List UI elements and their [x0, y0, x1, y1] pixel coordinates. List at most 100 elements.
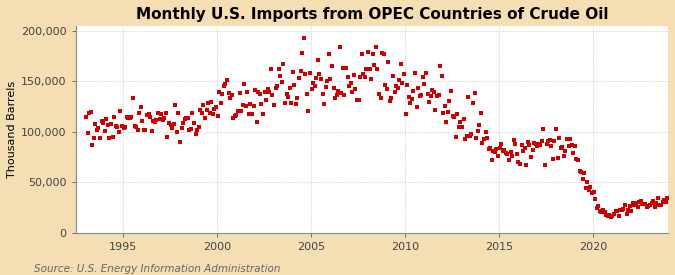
Point [151, 118, 162, 122]
Point [259, 90, 270, 94]
Point [258, 112, 269, 116]
Point [90, 122, 101, 126]
Point [103, 123, 113, 127]
Point [659, 197, 670, 202]
Point [577, 177, 588, 182]
Point [435, 64, 446, 68]
Point [630, 201, 641, 205]
Point [654, 202, 665, 207]
Point [416, 93, 427, 97]
Point [538, 127, 549, 131]
Point [186, 127, 196, 131]
Point [134, 111, 144, 116]
Point [205, 111, 215, 115]
Point [269, 103, 279, 108]
Point [322, 79, 333, 83]
Point [131, 124, 142, 129]
Point [527, 148, 538, 153]
Point [649, 204, 660, 209]
Point [410, 71, 421, 76]
Point [311, 76, 322, 81]
Point [399, 72, 410, 76]
Point [161, 111, 171, 116]
Point [419, 82, 430, 86]
Point [568, 150, 578, 155]
Point [446, 89, 456, 93]
Point [214, 90, 225, 94]
Point [391, 84, 402, 88]
Point [220, 82, 231, 86]
Point [626, 209, 637, 213]
Point [333, 88, 344, 93]
Point [533, 142, 544, 147]
Point [136, 105, 146, 109]
Point [439, 104, 450, 109]
Point [605, 215, 616, 219]
Point [295, 68, 306, 73]
Point [386, 96, 397, 100]
Point [651, 201, 661, 206]
Point [604, 212, 615, 217]
Point [336, 91, 347, 95]
Point [138, 128, 149, 132]
Point [522, 139, 533, 144]
Point [124, 116, 135, 120]
Point [162, 134, 173, 139]
Point [328, 86, 339, 90]
Point [157, 118, 168, 123]
Point [309, 84, 320, 88]
Point [421, 71, 431, 75]
Point [122, 115, 132, 119]
Point [557, 144, 568, 149]
Point [362, 50, 373, 54]
Point [234, 91, 245, 95]
Point [485, 146, 495, 151]
Point [346, 81, 356, 86]
Point [366, 77, 377, 81]
Point [620, 203, 630, 208]
Point [304, 70, 315, 75]
Point [92, 128, 103, 132]
Point [153, 110, 163, 115]
Point [314, 72, 325, 76]
Point [289, 83, 300, 87]
Point [154, 117, 165, 122]
Point [443, 110, 454, 114]
Point [284, 86, 295, 91]
Point [132, 127, 143, 132]
Point [165, 123, 176, 128]
Point [554, 135, 564, 140]
Point [601, 213, 612, 217]
Point [624, 204, 635, 208]
Point [552, 156, 563, 160]
Point [329, 96, 340, 100]
Point [602, 214, 613, 218]
Point [516, 142, 527, 147]
Point [474, 122, 485, 127]
Point [621, 211, 632, 216]
Point [455, 120, 466, 124]
Point [303, 109, 314, 113]
Point [358, 72, 369, 76]
Point [616, 208, 627, 212]
Point [609, 211, 620, 216]
Point [325, 77, 335, 81]
Point [113, 130, 124, 134]
Point [544, 138, 555, 142]
Point [202, 101, 213, 105]
Point [143, 112, 154, 117]
Point [430, 108, 441, 112]
Point [504, 158, 514, 162]
Point [491, 147, 502, 151]
Point [117, 123, 128, 128]
Title: Monthly U.S. Imports from OPEC Countries of Crude Oil: Monthly U.S. Imports from OPEC Countries… [136, 7, 608, 22]
Point [537, 139, 547, 144]
Point [276, 79, 287, 84]
Point [178, 121, 188, 125]
Point [278, 62, 289, 67]
Text: Source: U.S. Energy Information Administration: Source: U.S. Energy Information Administ… [34, 264, 280, 274]
Point [648, 199, 659, 204]
Point [292, 95, 303, 100]
Point [531, 142, 541, 146]
Point [378, 52, 389, 56]
